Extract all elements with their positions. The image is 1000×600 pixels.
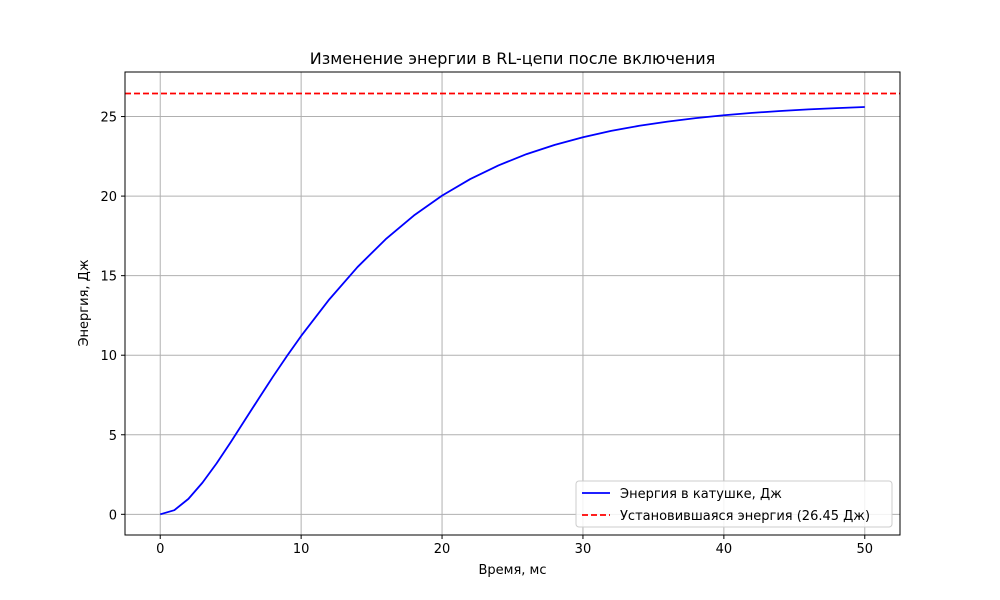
y-axis-label: Энергия, Дж [77,259,92,346]
axis-ticks: 0 10 20 30 40 50 0 5 10 15 20 25 [100,111,873,557]
legend: Энергия в катушке, Дж Установившаяся эне… [575,480,893,528]
x-tick-label: 40 [716,542,733,557]
x-axis-label: Время, мс [478,563,546,578]
y-tick-label: 5 [109,429,117,444]
plot-series [125,92,900,516]
x-tick-label: 10 [293,542,310,557]
chart-title: Изменение энергии в RL-цепи после включе… [310,49,716,68]
legend-box [575,480,893,528]
plot-frame [124,71,901,536]
x-tick-label: 0 [156,542,164,557]
series-line-energy [159,106,865,516]
y-tick-label: 15 [100,270,117,285]
grid [125,72,900,535]
x-tick-label: 50 [856,542,873,557]
x-tick-label: 30 [575,542,592,557]
legend-label-steady: Установившаяся энергия (26.45 Дж) [620,509,870,524]
x-tick-label: 20 [434,542,451,557]
y-tick-label: 10 [100,349,117,364]
y-tick-label: 25 [100,111,117,126]
y-tick-label: 20 [100,190,117,205]
legend-label-energy: Энергия в катушке, Дж [620,487,782,502]
y-tick-label: 0 [109,508,117,523]
